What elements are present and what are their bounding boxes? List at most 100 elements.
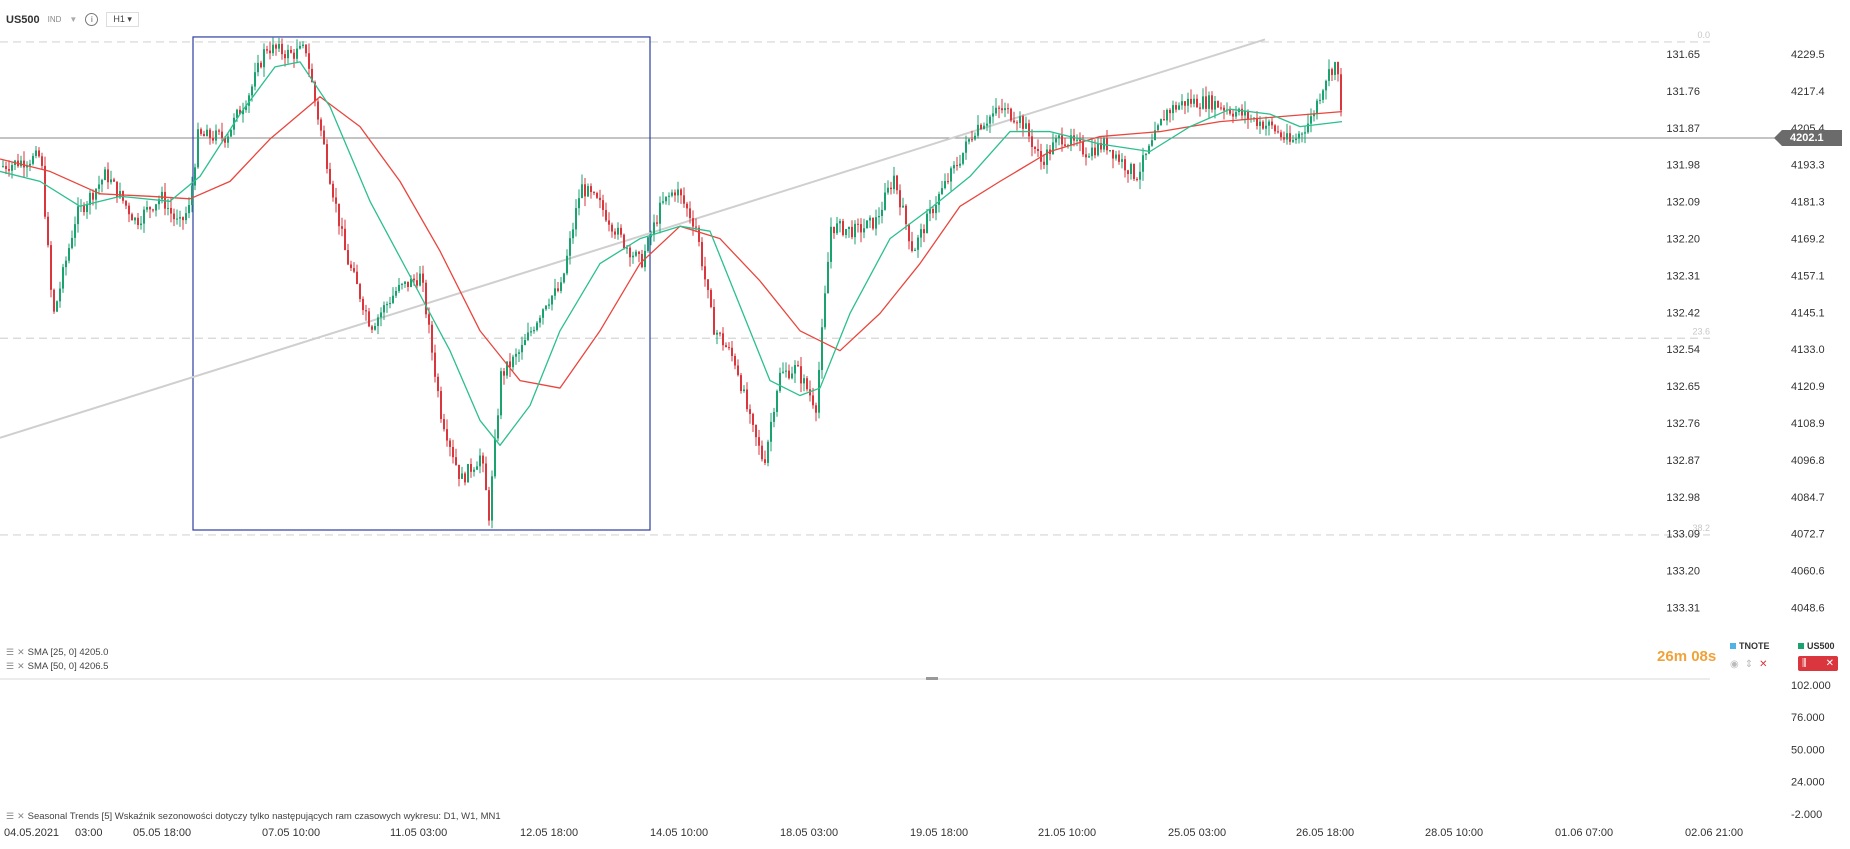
tnote-label: TNOTE: [1739, 641, 1770, 651]
candle-up: [893, 175, 895, 190]
tnote-axis-tick: 132.54: [1666, 344, 1700, 356]
tnote-axis-tick: 133.31: [1666, 603, 1700, 615]
candle-up: [68, 248, 70, 261]
candle-down: [149, 207, 151, 210]
candle-down: [53, 289, 55, 312]
tnote-axis-tick: 132.42: [1666, 307, 1700, 319]
trendline[interactable]: [0, 38, 1266, 439]
candle-up: [62, 267, 64, 289]
candle-up: [251, 86, 253, 96]
candle-up: [467, 464, 469, 483]
time-axis-tick: 12.05 18:00: [520, 827, 578, 839]
drag-handle-icon[interactable]: ☰: [6, 811, 15, 821]
candle-up: [389, 302, 391, 305]
candle-up: [974, 135, 976, 140]
candle-up: [77, 206, 79, 225]
candle-up: [1322, 90, 1324, 100]
close-icon[interactable]: ✕: [17, 811, 25, 821]
candle-up: [512, 356, 514, 368]
tnote-legend[interactable]: TNOTE: [1730, 641, 1770, 651]
candle-up: [875, 217, 877, 229]
us500-legend[interactable]: US500: [1798, 641, 1835, 651]
candle-up: [617, 227, 619, 235]
candle-down: [707, 279, 709, 291]
close-icon[interactable]: ✕: [17, 661, 25, 671]
candle-up: [677, 189, 679, 196]
candle-up: [839, 221, 841, 224]
candle-down: [686, 203, 688, 209]
sma25-line[interactable]: [0, 61, 1343, 446]
info-icon[interactable]: i: [85, 13, 99, 26]
candle-up: [140, 223, 142, 226]
candle-up: [380, 312, 382, 318]
candle-down: [224, 137, 226, 143]
candle-up: [494, 438, 496, 477]
candle-down: [1127, 170, 1129, 174]
candle-up: [1181, 101, 1183, 106]
selection-rectangle[interactable]: [192, 36, 651, 531]
candle-up: [935, 204, 937, 214]
candle-up: [1304, 132, 1306, 134]
eye-icon[interactable]: ◉: [1730, 659, 1739, 670]
candle-up: [35, 150, 37, 156]
candle-up: [1310, 116, 1312, 124]
candle-up: [248, 95, 250, 106]
candle-down: [1085, 154, 1087, 158]
candle-down: [152, 209, 154, 211]
candle-down: [314, 82, 316, 102]
candle-down: [629, 247, 631, 258]
close-icon[interactable]: ✕: [17, 647, 25, 657]
timeframe-select[interactable]: H1 ▾: [106, 12, 139, 27]
candle-down: [44, 165, 46, 217]
symbol-label[interactable]: US500: [6, 13, 40, 26]
candle-up: [887, 187, 889, 193]
sma50-legend[interactable]: ☰ ✕ SMA [50, 0] 4206.5: [6, 661, 108, 672]
candle-down: [137, 217, 139, 226]
candle-down: [584, 184, 586, 197]
candle-down: [971, 139, 973, 141]
chevron-down-icon[interactable]: ▼: [69, 15, 78, 24]
candle-up: [926, 213, 928, 234]
sma25-legend[interactable]: ☰ ✕ SMA [25, 0] 4205.0: [6, 647, 108, 658]
candle-down: [311, 68, 313, 83]
us500-label: US500: [1807, 641, 1835, 651]
candle-up: [635, 251, 637, 256]
reorder-icon[interactable]: ⇕: [1744, 659, 1754, 670]
candle-up: [542, 309, 544, 318]
us500-controls-button[interactable]: ⫼ ✕: [1798, 656, 1838, 671]
candle-up: [1046, 149, 1048, 165]
indicator-axis-tick: 24.000: [1791, 777, 1825, 789]
candle-down: [620, 227, 622, 235]
drag-handle-icon[interactable]: ☰: [6, 647, 15, 657]
candle-down: [344, 228, 346, 251]
indicator-axis-tick: 102.000: [1791, 680, 1831, 692]
candle-up: [566, 255, 568, 274]
candle-up: [959, 163, 961, 166]
candle-down: [857, 223, 859, 225]
candle-up: [521, 344, 523, 353]
candle-down: [335, 197, 337, 204]
candle-up: [197, 129, 199, 168]
pane-resize-handle[interactable]: [926, 677, 938, 680]
candle-down: [1034, 147, 1036, 149]
candle-up: [1259, 121, 1261, 126]
candle-up: [1058, 135, 1060, 139]
tnote-axis-tick: 132.65: [1666, 381, 1700, 393]
candle-up: [383, 305, 385, 313]
candle-up: [548, 304, 550, 306]
candle-up: [296, 48, 298, 59]
compare-controls: ◉ ⇕ ✕: [1730, 659, 1768, 670]
candle-up: [404, 281, 406, 284]
seasonal-legend[interactable]: ☰ ✕ Seasonal Trends [5] Wskaźnik sezonow…: [6, 811, 501, 822]
candle-up: [791, 373, 793, 379]
price-axis-tick: 4096.8: [1791, 455, 1825, 467]
tnote-axis-tick: 132.31: [1666, 270, 1700, 282]
candle-up: [1313, 114, 1315, 117]
candle-down: [851, 226, 853, 238]
close-icon[interactable]: ✕: [1825, 658, 1834, 669]
drag-handle-icon[interactable]: ☰: [6, 661, 15, 671]
candle-down: [896, 175, 898, 191]
sma50-line[interactable]: [0, 96, 1343, 389]
remove-icon[interactable]: ✕: [1759, 659, 1768, 670]
